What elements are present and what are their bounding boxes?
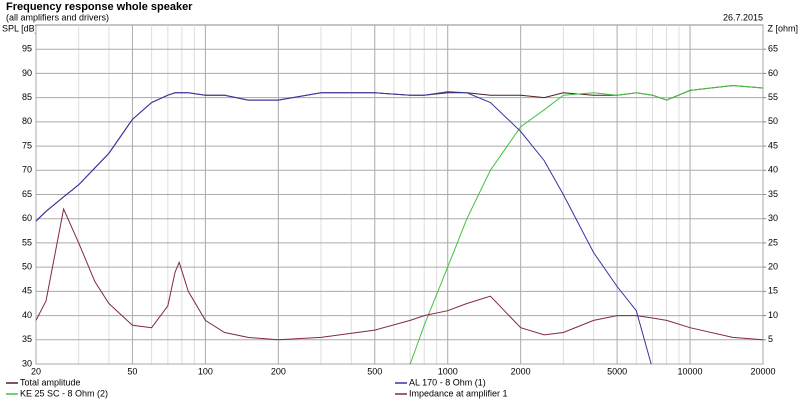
y2-axis-label: Z [ohm]: [767, 23, 798, 33]
y2-tick-label: 65: [768, 44, 778, 54]
y-tick-label: 50: [22, 262, 32, 272]
series-line: [406, 84, 763, 364]
legend-label: Impedance at amplifier 1: [409, 388, 508, 398]
legend-label: KE 25 SC - 8 Ohm (2): [20, 388, 108, 398]
x-tick-label: 10000: [678, 366, 703, 376]
series-line: [36, 207, 763, 341]
y2-tick-label: 50: [768, 116, 778, 126]
x-tick-label: 20: [31, 366, 41, 376]
y2-tick-label: 45: [768, 140, 778, 150]
y2-tick-label: 5: [768, 334, 773, 344]
legend-label: AL 170 - 8 Ohm (1): [409, 377, 486, 387]
legend-label: Total amplitude: [20, 377, 81, 387]
x-tick-label: 50: [127, 366, 137, 376]
y-tick-label: 80: [22, 116, 32, 126]
y-axis-label: SPL [dB]: [2, 23, 37, 33]
y-tick-label: 60: [22, 213, 32, 223]
x-tick-label: 2000: [511, 366, 531, 376]
date: 26.7.2015: [723, 12, 763, 22]
x-tick-label: 200: [271, 366, 286, 376]
x-tick-label: 100: [198, 366, 213, 376]
y-tick-label: 40: [22, 310, 32, 320]
y2-tick-label: 25: [768, 237, 778, 247]
y2-tick-label: 60: [768, 68, 778, 78]
y-tick-label: 55: [22, 237, 32, 247]
y2-tick-label: 30: [768, 213, 778, 223]
y-tick-label: 35: [22, 334, 32, 344]
y-tick-label: 90: [22, 68, 32, 78]
y2-tick-label: 15: [768, 286, 778, 296]
y2-tick-label: 35: [768, 189, 778, 199]
x-tick-label: 1000: [438, 366, 458, 376]
y-tick-label: 30: [22, 358, 32, 368]
y2-tick-label: 20: [768, 262, 778, 272]
y-tick-label: 75: [22, 140, 32, 150]
y-tick-label: 70: [22, 165, 32, 175]
x-tick-label: 20000: [750, 366, 775, 376]
y2-tick-label: 55: [768, 92, 778, 102]
y2-tick-label: 40: [768, 165, 778, 175]
chart-subtitle: (all amplifiers and drivers): [6, 12, 109, 22]
series-line: [36, 91, 652, 364]
y-tick-label: 45: [22, 286, 32, 296]
y-tick-label: 85: [22, 92, 32, 102]
y-tick-label: 95: [22, 44, 32, 54]
y-tick-label: 65: [22, 189, 32, 199]
x-tick-label: 5000: [607, 366, 627, 376]
y2-tick-label: 10: [768, 310, 778, 320]
x-tick-label: 500: [367, 366, 382, 376]
chart-title: Frequency response whole speaker: [6, 1, 193, 13]
series-line: [36, 84, 763, 222]
